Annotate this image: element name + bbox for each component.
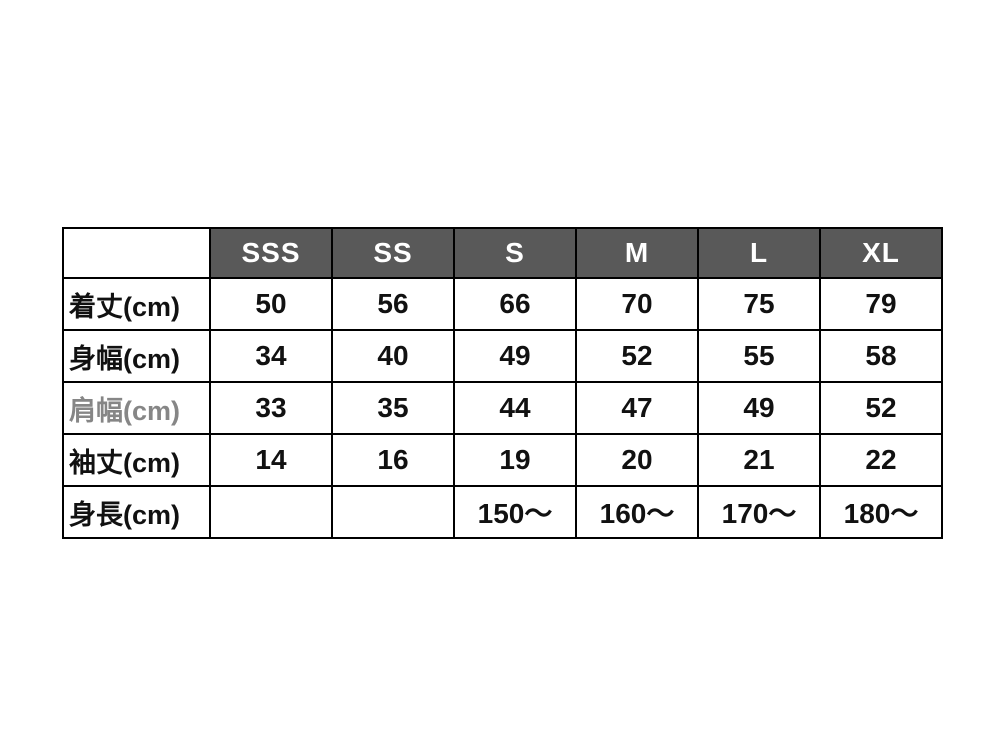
value-cell: 33 <box>209 381 333 435</box>
header-cell-l: L <box>697 227 821 279</box>
value-cell <box>331 485 455 539</box>
table-row-height: 身長(cm) 150〜 160〜 170〜 180〜 <box>62 485 943 539</box>
value-cell: 75 <box>697 277 821 331</box>
value-cell: 40 <box>331 329 455 383</box>
table-row-body-length: 着丈(cm) 50 56 66 70 75 79 <box>62 277 943 331</box>
header-cell-s: S <box>453 227 577 279</box>
size-chart-table: SSS SS S M L XL 着丈(cm) 50 56 66 70 75 79… <box>62 227 943 539</box>
value-cell: 150〜 <box>453 485 577 539</box>
value-cell: 52 <box>819 381 943 435</box>
size-chart: SSS SS S M L XL 着丈(cm) 50 56 66 70 75 79… <box>62 227 943 539</box>
header-cell-xl: XL <box>819 227 943 279</box>
value-cell: 34 <box>209 329 333 383</box>
value-cell: 44 <box>453 381 577 435</box>
table-row-shoulder-width: 肩幅(cm) 33 35 44 47 49 52 <box>62 381 943 435</box>
row-label-body-width: 身幅(cm) <box>62 329 211 383</box>
row-label-sleeve-length: 袖丈(cm) <box>62 433 211 487</box>
value-cell: 22 <box>819 433 943 487</box>
value-cell: 47 <box>575 381 699 435</box>
value-cell: 49 <box>453 329 577 383</box>
value-cell: 52 <box>575 329 699 383</box>
value-cell: 19 <box>453 433 577 487</box>
value-cell: 55 <box>697 329 821 383</box>
corner-cell <box>62 227 211 279</box>
header-cell-sss: SSS <box>209 227 333 279</box>
value-cell: 50 <box>209 277 333 331</box>
value-cell: 170〜 <box>697 485 821 539</box>
value-cell: 21 <box>697 433 821 487</box>
header-row: SSS SS S M L XL <box>62 227 943 279</box>
row-label-height: 身長(cm) <box>62 485 211 539</box>
value-cell: 58 <box>819 329 943 383</box>
table-row-body-width: 身幅(cm) 34 40 49 52 55 58 <box>62 329 943 383</box>
value-cell <box>209 485 333 539</box>
value-cell: 79 <box>819 277 943 331</box>
value-cell: 14 <box>209 433 333 487</box>
header-cell-ss: SS <box>331 227 455 279</box>
value-cell: 20 <box>575 433 699 487</box>
value-cell: 35 <box>331 381 455 435</box>
value-cell: 16 <box>331 433 455 487</box>
table-row-sleeve-length: 袖丈(cm) 14 16 19 20 21 22 <box>62 433 943 487</box>
row-label-body-length: 着丈(cm) <box>62 277 211 331</box>
value-cell: 160〜 <box>575 485 699 539</box>
row-label-shoulder-width: 肩幅(cm) <box>62 381 211 435</box>
value-cell: 70 <box>575 277 699 331</box>
value-cell: 180〜 <box>819 485 943 539</box>
header-cell-m: M <box>575 227 699 279</box>
value-cell: 56 <box>331 277 455 331</box>
value-cell: 66 <box>453 277 577 331</box>
value-cell: 49 <box>697 381 821 435</box>
